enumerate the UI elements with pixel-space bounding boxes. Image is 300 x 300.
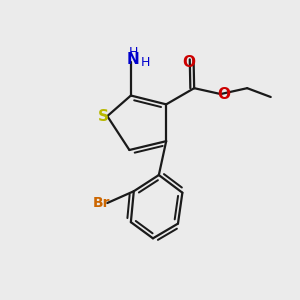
Text: H: H bbox=[129, 46, 139, 59]
Text: O: O bbox=[182, 55, 195, 70]
Text: H: H bbox=[140, 56, 150, 69]
Text: N: N bbox=[127, 52, 140, 68]
Text: S: S bbox=[98, 109, 109, 124]
Text: O: O bbox=[217, 87, 230, 102]
Text: Br: Br bbox=[93, 196, 110, 210]
